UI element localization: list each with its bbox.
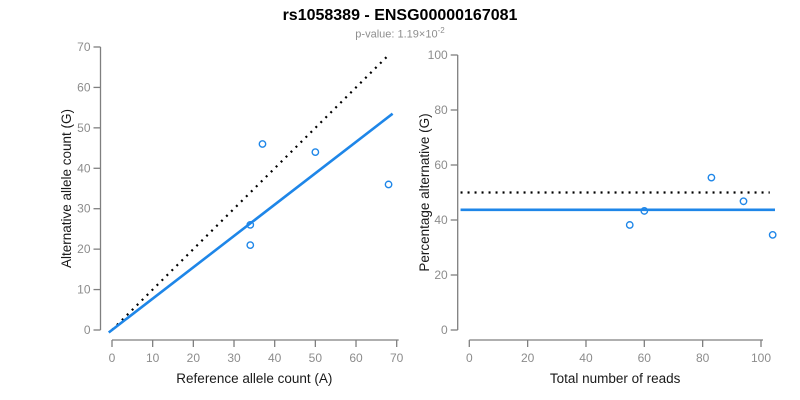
percentage-alternative-plot-y-tick-label: 100	[428, 48, 448, 62]
percentage-alternative-plot-data-point	[739, 197, 748, 206]
percentage-alternative-plot-x-tick-label: 60	[638, 351, 652, 365]
allele-counts-plot-data-point	[384, 180, 393, 189]
percentage-alternative-plot-y-tick-label: 60	[434, 158, 448, 172]
allele-counts-plot-y-tick-label: 20	[77, 242, 91, 256]
allele-counts-plot-data-point	[258, 140, 267, 148]
percentage-alternative-plot-x-axis-title: Total number of reads	[550, 371, 681, 386]
percentage-alternative-plot-data-point	[707, 173, 716, 182]
percentage-alternative-plot-data-point	[625, 221, 634, 229]
percentage-alternative-plot-x-tick-label: 20	[521, 351, 535, 365]
identity-line	[111, 55, 389, 331]
pvalue-exponent: -2	[437, 26, 445, 35]
figure-title: rs1058389 - ENSG00000167081	[282, 7, 518, 24]
percentage-alternative-plot-x-tick-label: 40	[579, 351, 593, 365]
percentage-alternative-plot-data-point	[768, 230, 777, 239]
allele-counts-plot-data-point	[311, 148, 320, 157]
allele-counts-plot-data-point	[246, 220, 255, 229]
allele-counts-plot-x-tick-label: 30	[227, 351, 241, 365]
percentage-alternative-plot-y-tick-label: 80	[434, 103, 448, 117]
allele-counts-plot-x-tick-label: 20	[187, 351, 201, 365]
allele-counts-plot-x-tick-label: 0	[109, 351, 116, 365]
percentage-alternative-plot-y-axis-title: Percentage alternative (G)	[417, 113, 432, 271]
percentage-alternative-plot-data-point	[640, 207, 649, 215]
allele-counts-plot-y-tick-label: 60	[77, 80, 91, 94]
allele-counts-plot-x-tick-label: 70	[390, 351, 404, 365]
allele-counts-plot-data-point	[246, 241, 255, 249]
allele-counts-plot-x-tick-label: 60	[349, 351, 363, 365]
allele-counts-plot-x-tick-label: 10	[146, 351, 160, 365]
allele-counts-plot-y-tick-label: 70	[77, 40, 91, 54]
allele-counts-plot-y-tick-label: 0	[84, 323, 91, 337]
percentage-alternative-plot-x-tick-label: 80	[696, 351, 710, 365]
allele-counts-plot-x-tick-label: 50	[309, 351, 323, 365]
fit-line	[107, 112, 394, 334]
allele-counts-plot-x-tick-label: 40	[268, 351, 282, 365]
allele-counts-plot-y-axis-title: Alternative allele count (G)	[59, 109, 74, 268]
allele-counts-plot-y-tick-label: 30	[77, 202, 91, 216]
allele-counts-plot-x-axis-title: Reference allele count (A)	[176, 371, 332, 386]
percentage-alternative-plot-x-tick-label: 100	[751, 351, 771, 365]
percentage-alternative-plot-y-tick-label: 40	[434, 213, 448, 227]
figure-subtitle: p-value: 1.19×10-2	[0, 26, 800, 41]
allele-counts-plot-y-tick-label: 10	[77, 283, 91, 297]
percentage-alternative-plot-y-tick-label: 0	[441, 323, 448, 337]
percentage-alternative-plot-x-tick-label: 0	[466, 351, 473, 365]
allele-counts-plot-y-tick-label: 50	[77, 121, 91, 135]
pvalue-text: p-value: 1.19×10	[355, 28, 438, 41]
percentage-alternative-plot-y-tick-label: 20	[434, 268, 448, 282]
allele-counts-plot-y-tick-label: 40	[77, 161, 91, 175]
